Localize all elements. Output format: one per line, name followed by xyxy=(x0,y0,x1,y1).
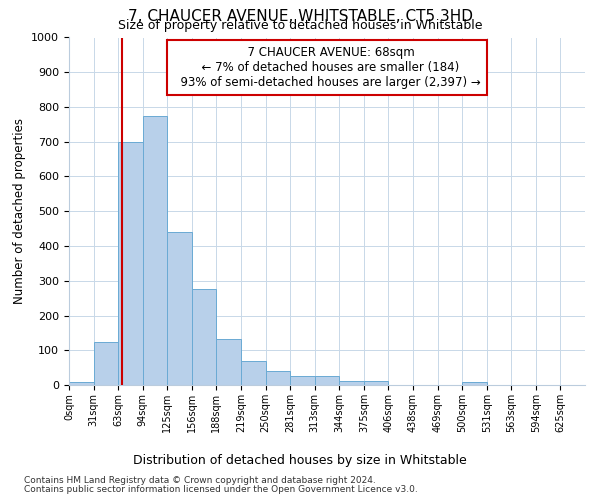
Bar xyxy=(266,371,290,385)
Text: Distribution of detached houses by size in Whitstable: Distribution of detached houses by size … xyxy=(133,454,467,467)
Bar xyxy=(462,382,487,385)
Text: Contains HM Land Registry data © Crown copyright and database right 2024.: Contains HM Land Registry data © Crown c… xyxy=(24,476,376,485)
Bar xyxy=(143,116,167,385)
Bar xyxy=(69,382,94,385)
Y-axis label: Number of detached properties: Number of detached properties xyxy=(13,118,26,304)
Bar xyxy=(167,232,192,385)
Bar xyxy=(94,342,118,385)
Bar xyxy=(364,381,388,385)
Bar xyxy=(339,381,364,385)
Bar xyxy=(217,339,241,385)
Bar xyxy=(241,360,266,385)
Bar xyxy=(192,290,217,385)
Text: 7, CHAUCER AVENUE, WHITSTABLE, CT5 3HD: 7, CHAUCER AVENUE, WHITSTABLE, CT5 3HD xyxy=(128,9,473,24)
Bar xyxy=(290,376,315,385)
Text: 7 CHAUCER AVENUE: 68sqm
  ← 7% of detached houses are smaller (184)
  93% of sem: 7 CHAUCER AVENUE: 68sqm ← 7% of detached… xyxy=(173,46,481,89)
Text: Size of property relative to detached houses in Whitstable: Size of property relative to detached ho… xyxy=(118,19,482,32)
Text: Contains public sector information licensed under the Open Government Licence v3: Contains public sector information licen… xyxy=(24,485,418,494)
Bar xyxy=(315,376,339,385)
Bar xyxy=(118,142,143,385)
